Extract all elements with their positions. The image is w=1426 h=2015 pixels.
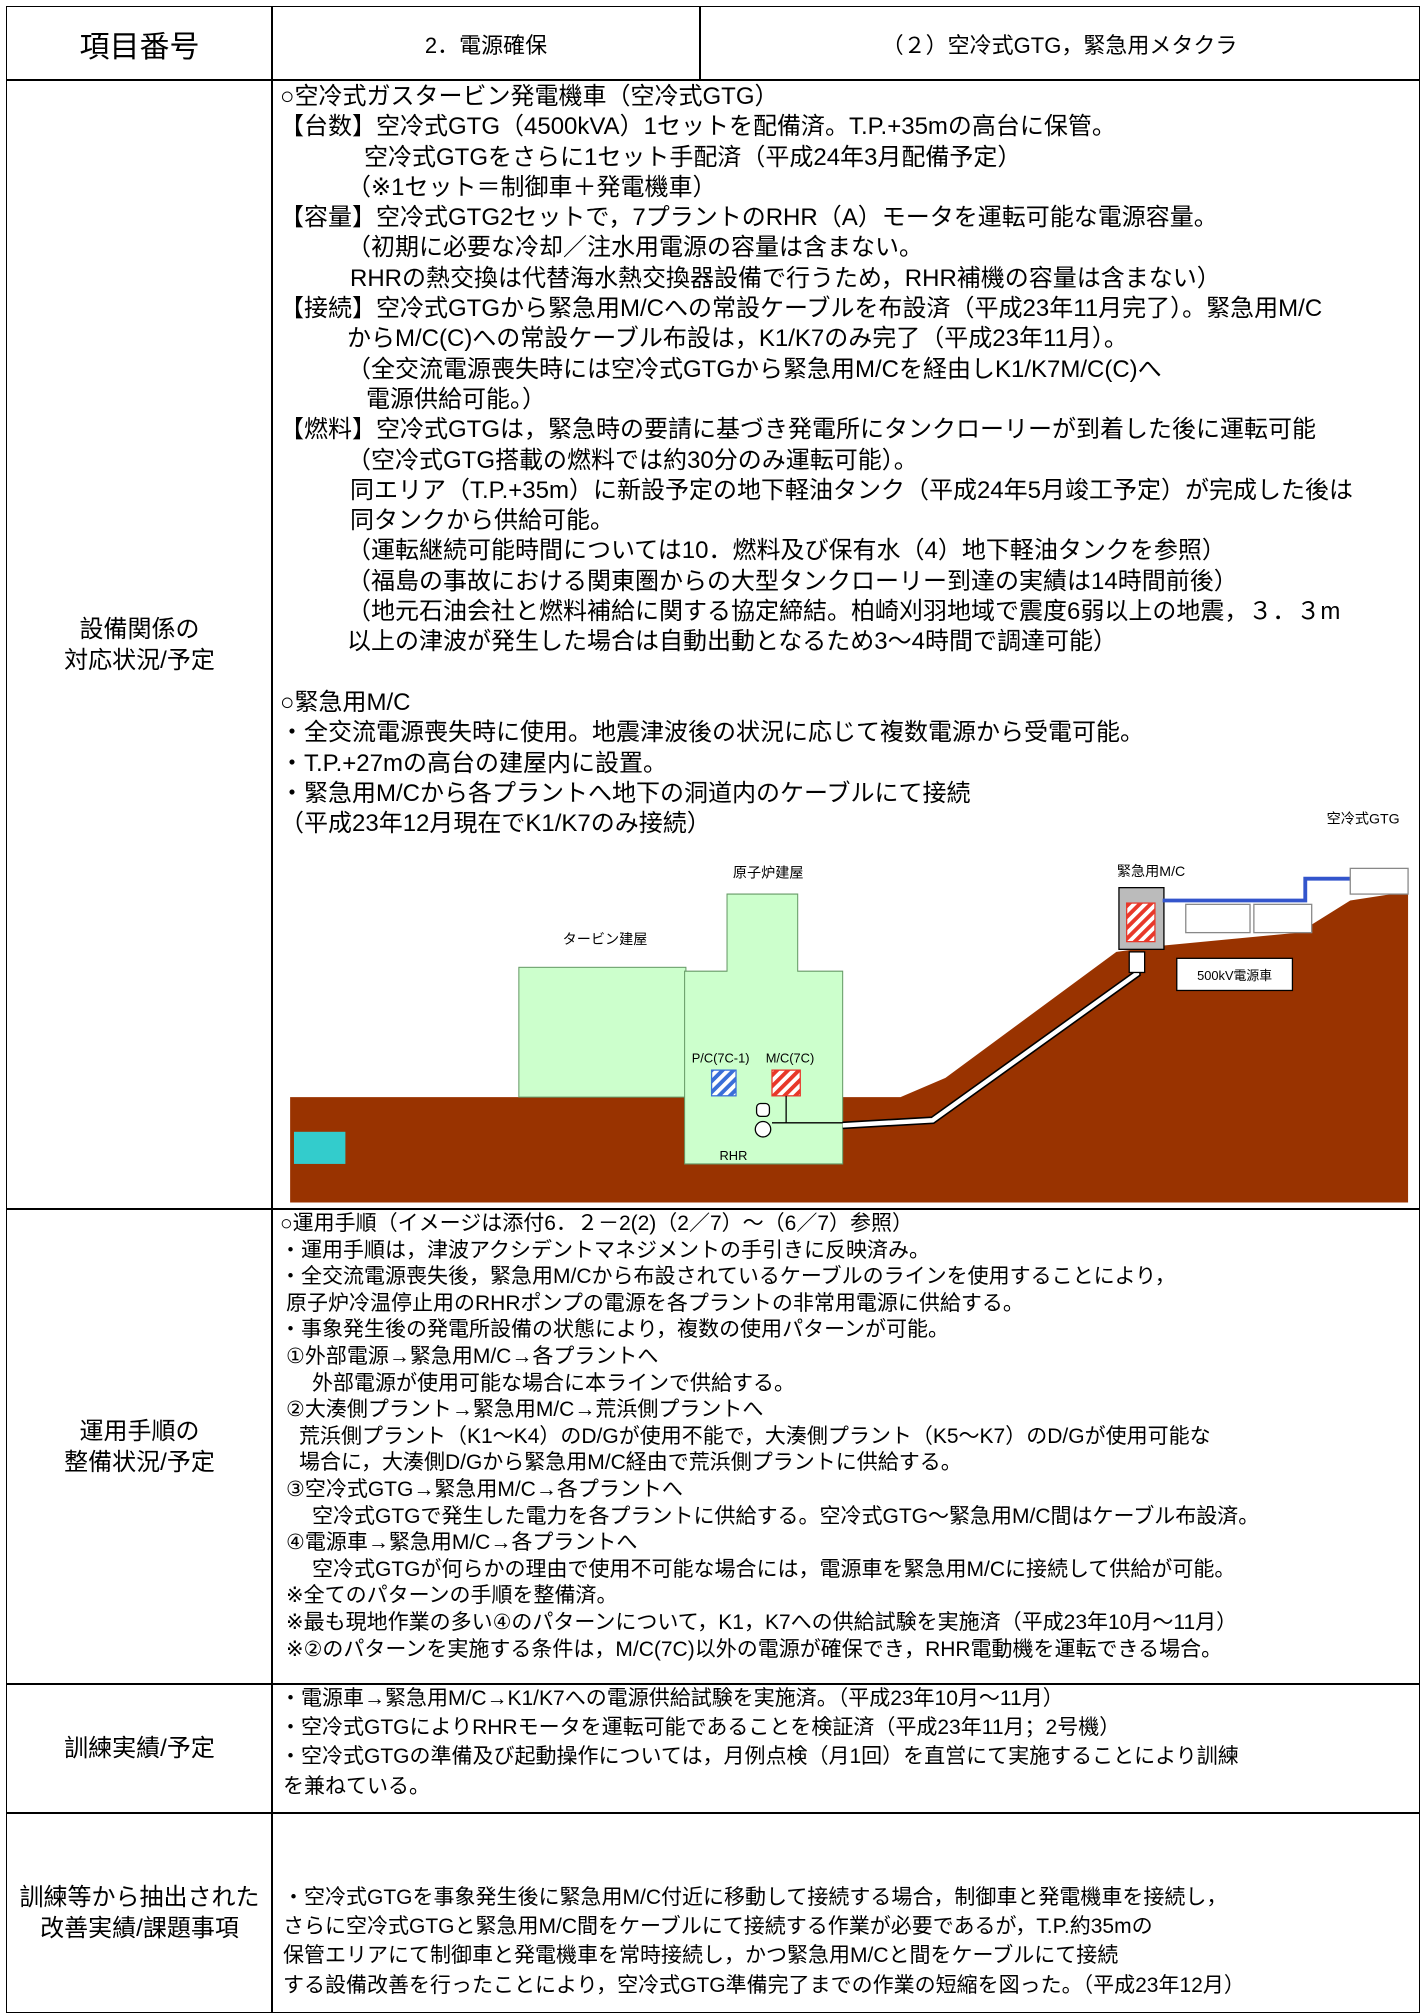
header-label: 項目番号	[6, 6, 273, 81]
text-line: （全交流電源喪失時には空冷式GTGから緊急用M/Cを経由しK1/K7M/C(C)…	[347, 355, 1162, 383]
rhr-label: RHR	[720, 1148, 748, 1163]
text-line: RHRの熱交換は代替海水熱交換器設備で行うため，RHR補機の容量は含まない）	[350, 264, 1221, 292]
text-line: 空冷式GTGが何らかの理由で使用不可能な場合には，電源車を緊急用M/Cに接続して…	[312, 1557, 1236, 1581]
text-line: （初期に必要な冷却／注水用電源の容量は含まない。	[347, 234, 923, 262]
row-label-line: 改善実績/課題事項	[40, 1914, 239, 1942]
gtg-vehicle	[1349, 867, 1409, 895]
text-line: ○緊急用M/C	[280, 688, 411, 716]
row-label-line: 対応状況/予定	[64, 646, 215, 674]
text-line: 【接続】空冷式GTGから緊急用M/Cへの常設ケーブルを布設済（平成23年11月完…	[280, 295, 1323, 323]
text-line: （※1セット＝制御車＋発電機車）	[347, 173, 717, 201]
sea	[293, 1131, 346, 1164]
row-label-line: 運用手順の	[79, 1417, 200, 1445]
text-line: （福島の事故における関東圏からの大型タンクローリー到達の実績は14時間前後）	[347, 567, 1238, 595]
text-line: ・電源車→緊急用M/C→K1/K7への電源供給試験を実施済。（平成23年10月～…	[280, 1687, 1064, 1710]
text-line: 空冷式GTGで発生した電力を各プラントに供給する。空冷式GTG～緊急用M/C間は…	[312, 1504, 1260, 1528]
text-line: ・運用手順は，津波アクシデントマネジメントの手引きに反映済み。	[280, 1238, 930, 1262]
text-line: ○空冷式ガスタービン発電機車（空冷式GTG）	[280, 83, 779, 110]
row-content: ○運用手順（イメージは添付6．２－2(2)（2／7）～（6／7）参照） ・運用手順…	[271, 1208, 1420, 1685]
text-line: する設備改善を行ったことにより，空冷式GTG準備完了までの作業の短縮を図った。（…	[283, 1973, 1245, 1997]
mc-label: M/C(7C)	[766, 1050, 815, 1065]
text-line: ・T.P.+27mの高台の建屋内に設置。	[280, 749, 667, 777]
text-line: ③空冷式GTG→緊急用M/C→各プラントへ	[286, 1477, 683, 1501]
text-line: 同タンクから供給可能。	[350, 507, 614, 535]
text-line: ①外部電源→緊急用M/C→各プラントへ	[286, 1344, 659, 1368]
text-line: ※全てのパターンの手順を整備済。	[286, 1584, 618, 1608]
text-line: 場合に，大湊側D/Gから緊急用M/C経由で荒浜側プラントに供給する。	[299, 1451, 962, 1475]
row-label-line: 訓練実績/予定	[64, 1735, 215, 1762]
wiring	[771, 1095, 843, 1124]
row-label: 訓練実績/予定	[6, 1683, 273, 1814]
text-line: 【燃料】空冷式GTGは，緊急時の要請に基づき発電所にタンクローリーが到着した後に…	[280, 416, 1316, 444]
row-content: ・電源車→緊急用M/C→K1/K7への電源供給試験を実施済。（平成23年10月～…	[271, 1683, 1420, 1814]
cable-box	[1128, 951, 1146, 974]
text-line: 空冷式GTGをさらに1セット手配済（平成24年3月配備予定）	[364, 143, 1022, 171]
turbine-building-label: タービン建屋	[563, 931, 648, 947]
vehicle-label: 500kV電源車	[1197, 968, 1272, 983]
turbine-building	[518, 966, 687, 1098]
text-line: ・事象発生後の発電所設備の状態により，複数の使用パターンが可能。	[280, 1318, 950, 1342]
mc-panel	[771, 1069, 801, 1097]
power-vehicle	[1185, 903, 1251, 934]
text-line: 原子炉冷温停止用のRHRポンプの電源を各プラントの非常用電源に供給する。	[286, 1291, 1024, 1315]
gtg-cable	[1162, 876, 1351, 903]
emergency-mc-label: 緊急用M/C	[1117, 863, 1185, 879]
text-line: 【台数】空冷式GTG（4500kVA）1セットを配備済。T.P.+35mの高台に…	[280, 113, 1116, 141]
reactor-building	[684, 893, 844, 1165]
ground	[290, 891, 1409, 1203]
text-line: 保管エリアにて制御車と発電機車を常時接続し，かつ緊急用M/Cと間をケーブルにて接…	[283, 1944, 1119, 1968]
text-line: 外部電源が使用可能な場合に本ラインで供給する。	[312, 1371, 795, 1395]
row-label: 設備関係の対応状況/予定	[6, 79, 273, 1210]
text-line: からM/C(C)への常設ケーブル布設は，K1/K7のみ完了（平成23年11月）。	[347, 325, 1128, 353]
text-line: ・全交流電源喪失時に使用。地震津波後の状況に応じて複数電源から受電可能。	[280, 719, 1144, 747]
text-line: を兼ねている。	[283, 1774, 430, 1798]
text-line: 荒浜側プラント（K1～K4）のD/Gが使用不能で，大湊側プラント（K5～K7）の…	[299, 1424, 1211, 1448]
text-line: ※②のパターンを実施する条件は，M/C(7C)以外の電源が確保でき，RHR電動機…	[286, 1637, 1223, 1661]
text-line: （地元石油会社と燃料補給に関する協定締結。柏崎刈羽地域で震度6弱以上の地震，３．…	[347, 598, 1341, 626]
vehicle-label-box	[1176, 957, 1294, 992]
text-line: （平成23年12月現在でK1/K7のみ接続）	[280, 810, 711, 838]
text-line: ・全交流電源喪失後，緊急用M/Cから布設されているケーブルのラインを使用すること…	[280, 1265, 1176, 1289]
spacer	[280, 658, 1419, 688]
header-subitem: （２）空冷式GTG，緊急用メタクラ	[699, 6, 1420, 81]
text-line: 電源供給可能。）	[366, 385, 546, 413]
reactor-building-label: 原子炉建屋	[733, 864, 804, 880]
text-line: ・緊急用M/Cから各プラントへ地下の洞道内のケーブルにて接続	[280, 779, 971, 807]
text-line: ・空冷式GTGの準備及び起動操作については，月例点検（月1回）を直営にて実施する…	[280, 1745, 1239, 1769]
row-content: ・空冷式GTGを事象発生後に緊急用M/C付近に移動して接続する場合，制御車と発電…	[271, 1812, 1420, 2013]
power-vehicle	[1253, 903, 1313, 934]
row-label-line: 訓練等から抽出された	[19, 1883, 260, 1911]
header-item: 2．電源確保	[271, 6, 701, 81]
diagram: 空冷式GTG 緊急用M/C 原子炉建屋 タービン建屋 P/C(7C-1) M/C…	[290, 810, 1409, 1203]
text-line: ②大湊側プラント→緊急用M/C→荒浜側プラントへ	[286, 1398, 764, 1422]
emergency-mc-panel	[1126, 902, 1156, 943]
text-line: 同エリア（T.P.+35m）に新設予定の地下軽油タンク（平成24年5月竣工予定）…	[350, 476, 1353, 504]
gtg-label: 空冷式GTG	[1327, 810, 1400, 826]
row-label: 訓練等から抽出された 改善実績/課題事項	[6, 1812, 273, 2013]
text-line: ・空冷式GTGによりRHRモータを運転可能であることを検証済（平成23年11月；…	[280, 1716, 1121, 1740]
pc-panel	[710, 1069, 737, 1097]
rhr-pump	[754, 1120, 772, 1138]
row-label-line: 設備関係の	[79, 615, 200, 643]
rhr-motor	[755, 1102, 771, 1118]
row-content: ○空冷式ガスタービン発電機車（空冷式GTG） 【台数】空冷式GTG（4500kVA…	[271, 79, 1420, 1210]
text-line: ※最も現地作業の多い④のパターンについて，K1，K7への供給試験を実施済（平成2…	[286, 1610, 1238, 1634]
row-label: 運用手順の整備状況/予定	[6, 1208, 273, 1685]
text-line: 【容量】空冷式GTG2セットで，7プラントのRHR（A）モータを運転可能な電源容…	[280, 204, 1218, 232]
text-line: ・空冷式GTGを事象発生後に緊急用M/C付近に移動して接続する場合，制御車と発電…	[283, 1886, 1228, 1909]
row-label-line: 整備状況/予定	[64, 1448, 215, 1476]
text-line: （空冷式GTG搭載の燃料では約30分のみ運転可能）。	[347, 446, 918, 474]
text-line: 以上の津波が発生した場合は自動出動となるため3～4時間で調達可能）	[347, 628, 1117, 656]
text-line: さらに空冷式GTGと緊急用M/C間をケーブルにて接続する作業が必要であるが，T.…	[283, 1915, 1153, 1939]
pc-label: P/C(7C-1)	[692, 1050, 750, 1065]
text-line: （運転継続可能時間については10．燃料及び保有水（4）地下軽油タンクを参照）	[347, 537, 1226, 565]
text-line: ④電源車→緊急用M/C→各プラントへ	[286, 1531, 638, 1555]
text-line: ○運用手順（イメージは添付6．２－2(2)（2／7）～（6／7）参照）	[280, 1212, 914, 1235]
